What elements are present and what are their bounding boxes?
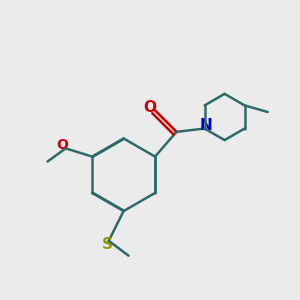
Text: O: O	[144, 100, 157, 115]
Text: N: N	[200, 118, 213, 133]
Text: S: S	[102, 237, 112, 252]
Text: O: O	[56, 138, 68, 152]
